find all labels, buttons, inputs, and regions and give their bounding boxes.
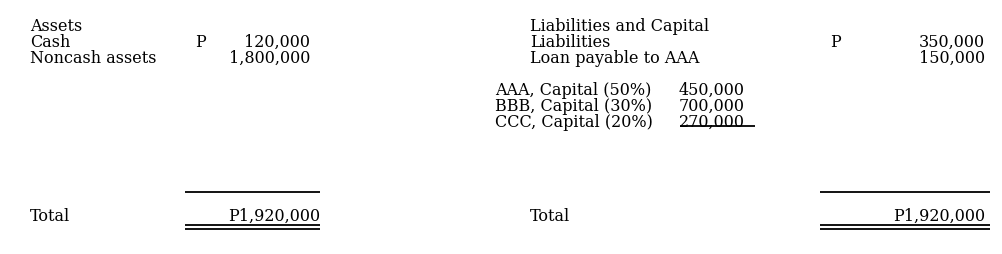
- Text: CCC, Capital (20%): CCC, Capital (20%): [495, 114, 653, 131]
- Text: Noncash assets: Noncash assets: [30, 50, 156, 67]
- Text: Loan payable to AAA: Loan payable to AAA: [530, 50, 699, 67]
- Text: AAA, Capital (50%): AAA, Capital (50%): [495, 82, 651, 99]
- Text: Total: Total: [30, 208, 70, 225]
- Text: 120,000: 120,000: [244, 34, 310, 51]
- Text: P1,920,000: P1,920,000: [893, 208, 985, 225]
- Text: 1,800,000: 1,800,000: [228, 50, 310, 67]
- Text: Liabilities: Liabilities: [530, 34, 610, 51]
- Text: Cash: Cash: [30, 34, 70, 51]
- Text: P1,920,000: P1,920,000: [227, 208, 320, 225]
- Text: Assets: Assets: [30, 18, 82, 35]
- Text: BBB, Capital (30%): BBB, Capital (30%): [495, 98, 652, 115]
- Text: 350,000: 350,000: [919, 34, 985, 51]
- Text: P: P: [830, 34, 841, 51]
- Text: Total: Total: [530, 208, 570, 225]
- Text: 270,000: 270,000: [679, 114, 745, 131]
- Text: 700,000: 700,000: [679, 98, 745, 115]
- Text: 150,000: 150,000: [919, 50, 985, 67]
- Text: P: P: [195, 34, 205, 51]
- Text: 450,000: 450,000: [679, 82, 745, 99]
- Text: Liabilities and Capital: Liabilities and Capital: [530, 18, 709, 35]
